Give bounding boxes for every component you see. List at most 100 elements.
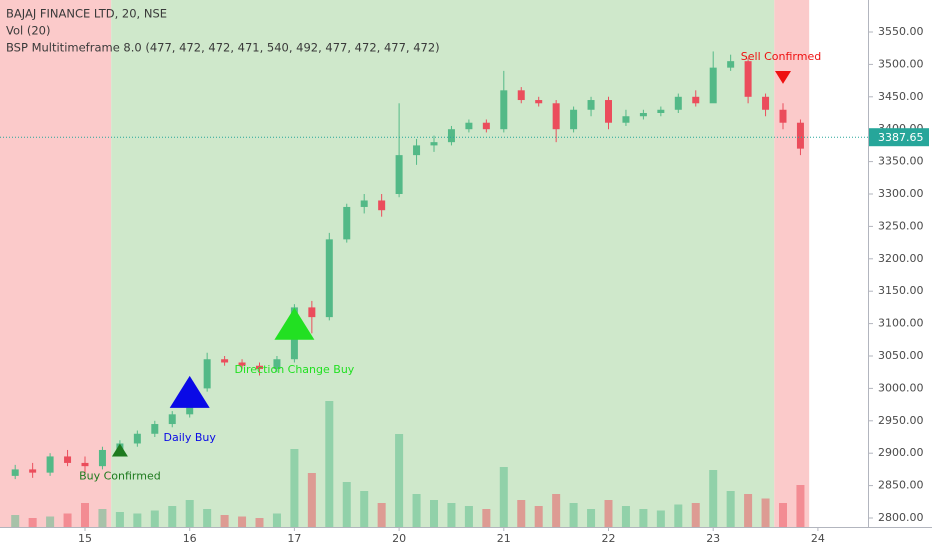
x-tick-label: 21 bbox=[497, 532, 511, 545]
candle-body bbox=[11, 469, 19, 476]
candle-body bbox=[482, 122, 490, 130]
signal-label: Daily Buy bbox=[164, 431, 217, 444]
candle-body bbox=[203, 359, 211, 389]
y-tick-label: 3200.00 bbox=[878, 252, 924, 265]
candle-body bbox=[692, 96, 700, 104]
signal-marker bbox=[274, 307, 315, 340]
signal-label: Direction Change Buy bbox=[234, 363, 354, 376]
volume-bar bbox=[744, 494, 753, 527]
candle-body bbox=[221, 359, 229, 363]
y-tick-label: 3500.00 bbox=[878, 57, 924, 70]
volume-bar bbox=[360, 491, 369, 527]
volume-bar bbox=[81, 503, 89, 527]
signal-region bbox=[0, 0, 112, 527]
candle-body bbox=[430, 142, 438, 146]
y-tick-label: 2900.00 bbox=[878, 446, 924, 459]
volume-bar bbox=[517, 500, 526, 527]
volume-bar bbox=[709, 470, 718, 527]
x-tick-label: 17 bbox=[287, 532, 301, 545]
volume-bar bbox=[656, 510, 665, 527]
volume-bar bbox=[639, 509, 648, 527]
volume-bar bbox=[604, 500, 613, 527]
candle-body bbox=[709, 67, 717, 104]
volume-bar bbox=[11, 515, 20, 527]
volume-bar bbox=[115, 512, 124, 527]
candle-body bbox=[360, 200, 368, 207]
volume-bar bbox=[255, 518, 264, 527]
signal-label: Buy Confirmed bbox=[79, 469, 161, 482]
y-tick-label: 3550.00 bbox=[878, 25, 924, 38]
volume-bar bbox=[150, 510, 159, 527]
signal-region bbox=[111, 0, 775, 527]
volume-bar bbox=[342, 482, 351, 527]
y-tick-label: 3450.00 bbox=[878, 90, 924, 103]
candle-body bbox=[343, 206, 351, 240]
last-price-tag bbox=[869, 128, 929, 147]
y-tick-label: 3000.00 bbox=[878, 381, 924, 394]
volume-bar bbox=[46, 516, 55, 527]
y-tick-label: 2850.00 bbox=[878, 479, 924, 492]
candle-body bbox=[465, 122, 473, 130]
volume-bar bbox=[464, 506, 473, 527]
volume-bar bbox=[779, 503, 787, 527]
volume-bar bbox=[499, 467, 508, 527]
y-tick-label: 3050.00 bbox=[878, 349, 924, 362]
signal-label: Sell Confirmed bbox=[741, 50, 821, 63]
chart-title: BAJAJ FINANCE LTD, 20, NSE bbox=[6, 7, 167, 21]
volume-bar bbox=[796, 485, 805, 527]
volume-bar bbox=[761, 498, 770, 527]
x-tick-label: 24 bbox=[811, 532, 825, 545]
candle-body bbox=[325, 239, 333, 318]
candle-body bbox=[378, 200, 386, 211]
candle-body bbox=[29, 469, 37, 473]
candle-body bbox=[762, 96, 770, 110]
volume-bar bbox=[482, 509, 491, 527]
volume-bar bbox=[552, 494, 561, 527]
volume-bar bbox=[534, 506, 543, 527]
volume-bar bbox=[290, 449, 299, 527]
candle-body bbox=[64, 456, 72, 463]
candle-body bbox=[570, 109, 578, 130]
candle-body bbox=[273, 359, 281, 369]
candle-body bbox=[168, 414, 176, 425]
candle-body bbox=[622, 116, 630, 123]
volume-label: Vol (20) bbox=[6, 24, 50, 38]
signal-marker bbox=[169, 375, 210, 408]
candle-body bbox=[46, 456, 54, 473]
candle-body bbox=[81, 462, 89, 467]
volume-bar bbox=[569, 503, 578, 527]
candle-body bbox=[605, 100, 612, 123]
candle-body bbox=[98, 449, 106, 467]
candle-body bbox=[133, 433, 141, 444]
volume-bar bbox=[220, 515, 229, 527]
y-tick-label: 2950.00 bbox=[878, 414, 924, 427]
candle-body bbox=[256, 365, 263, 369]
signal-marker bbox=[111, 443, 128, 457]
volume-bar bbox=[691, 503, 700, 527]
signal-region bbox=[774, 0, 810, 527]
y-tick-label: 3250.00 bbox=[878, 219, 924, 232]
last-price-label: 3387.65 bbox=[878, 131, 924, 144]
volume-bar bbox=[377, 503, 386, 527]
volume-bar bbox=[28, 518, 37, 527]
y-tick-label: 3100.00 bbox=[878, 317, 924, 330]
x-tick-label: 15 bbox=[78, 532, 92, 545]
x-tick-label: 16 bbox=[183, 532, 197, 545]
candle-body bbox=[674, 96, 682, 110]
volume-bar bbox=[307, 473, 316, 527]
candle-body bbox=[238, 362, 246, 366]
candle-body bbox=[535, 100, 543, 104]
volume-bar bbox=[63, 513, 72, 527]
volume-bar bbox=[412, 494, 421, 527]
y-tick-label: 2800.00 bbox=[878, 511, 924, 524]
candle-body bbox=[744, 61, 752, 97]
volume-bar bbox=[133, 513, 142, 527]
volume-bar bbox=[447, 503, 456, 527]
volume-bar bbox=[98, 509, 107, 527]
candle-body bbox=[796, 122, 804, 149]
volume-bar bbox=[168, 506, 177, 527]
volume-bar bbox=[185, 500, 194, 527]
plot: Buy Confirmed Daily Buy Direction Change B… bbox=[11, 50, 821, 527]
x-tick-label: 20 bbox=[392, 532, 406, 545]
